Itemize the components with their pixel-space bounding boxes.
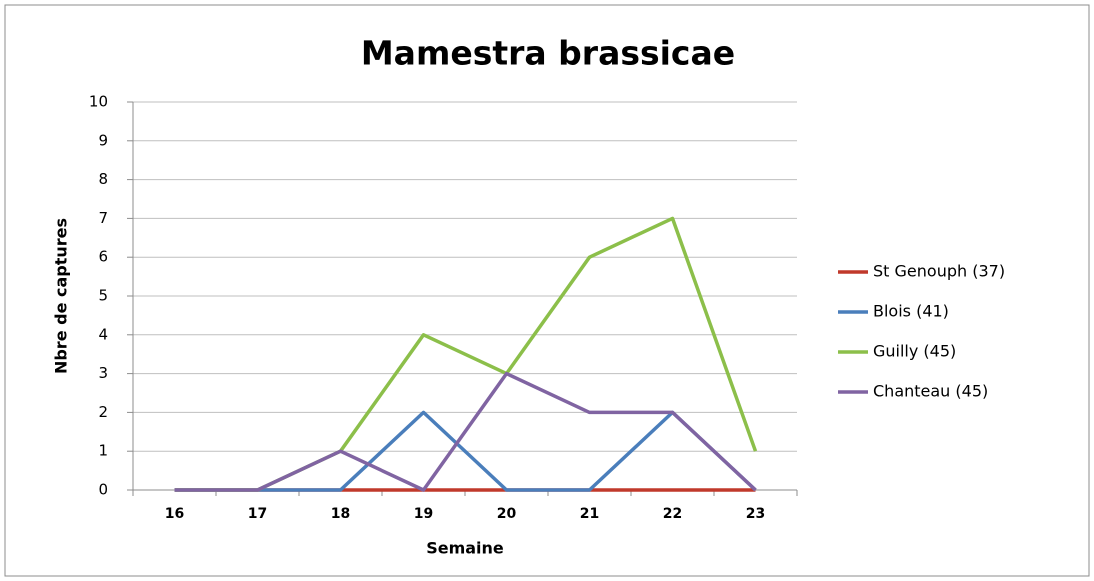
y-tick-label: 10: [89, 93, 108, 111]
x-tick-label: 20: [497, 506, 517, 522]
y-tick-label: 0: [98, 481, 108, 499]
legend-label: Chanteau (45): [873, 382, 988, 401]
series-line: [174, 371, 757, 492]
chart-title: Mamestra brassicae: [361, 34, 735, 73]
y-tick-label: 9: [98, 131, 108, 149]
legend-label: Blois (41): [873, 302, 949, 321]
x-tick-label: 18: [331, 506, 350, 522]
x-tick-label: 21: [580, 506, 599, 522]
x-axis-title: Semaine: [426, 539, 504, 558]
y-tick-label: 3: [98, 364, 108, 382]
y-tick-label: 2: [98, 403, 108, 421]
y-axis-title: Nbre de captures: [52, 218, 71, 374]
x-tick-label: 16: [165, 506, 184, 522]
x-tick-label: 19: [414, 506, 433, 522]
y-tick-label: 1: [98, 442, 108, 460]
x-tick-label: 22: [663, 506, 682, 522]
x-tick-label: 23: [746, 506, 765, 522]
legend-label: St Genouph (37): [873, 262, 1005, 281]
y-tick-label: 7: [98, 209, 108, 227]
chart-frame: [4, 4, 1090, 577]
y-tick-label: 5: [98, 287, 108, 305]
legend-label: Guilly (45): [873, 342, 956, 361]
x-tick-label: 17: [248, 506, 267, 522]
series-line: [174, 410, 757, 492]
y-tick-label: 8: [98, 170, 108, 188]
y-tick-label: 4: [98, 325, 108, 343]
y-tick-label: 6: [98, 248, 108, 266]
